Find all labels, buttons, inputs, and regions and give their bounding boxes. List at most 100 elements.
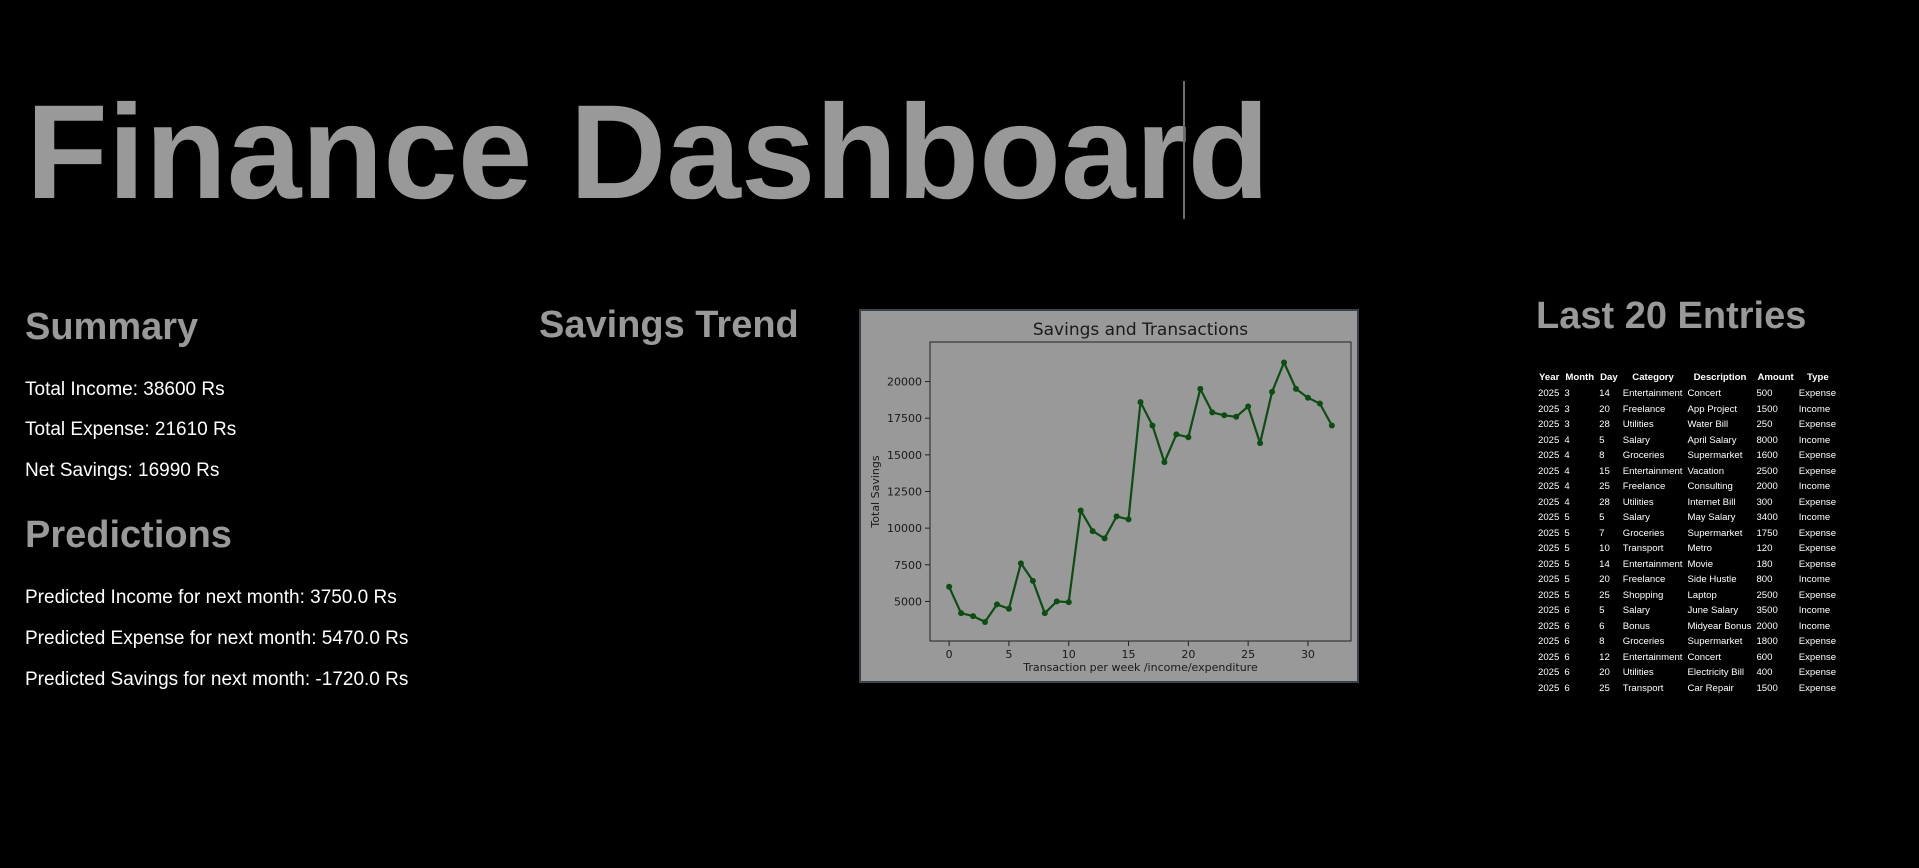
table-cell-year: 2025: [1538, 450, 1560, 462]
table-cell-category: Freelance: [1622, 403, 1666, 415]
table-cell-day: 20: [1599, 574, 1610, 586]
table-cell-day: 8: [1599, 636, 1605, 648]
total-expense-text: Total Expense: 21610 Rs: [25, 419, 237, 440]
table-cell-year: 2025: [1538, 419, 1560, 431]
table-row: 2025 3 28 Utilities Water Bill 250 Expense: [1536, 417, 1839, 433]
table-cell-amount: 1800: [1756, 636, 1778, 648]
table-cell-description: Side Hustle: [1687, 574, 1737, 586]
data-point: [1197, 385, 1204, 392]
table-cell-category: Entertainment: [1622, 558, 1683, 570]
table-cell-description: Supermarket: [1687, 527, 1743, 539]
table-cell-year: 2025: [1538, 682, 1560, 694]
x-tick-label: 5: [1005, 648, 1012, 661]
plot-area: [929, 341, 1352, 642]
x-axis-label: Transaction per week /income/expenditure: [1022, 661, 1258, 674]
x-tick-label: 25: [1241, 648, 1255, 661]
table-cell-type: Expense: [1798, 558, 1837, 570]
table-cell-amount: 3400: [1756, 512, 1778, 524]
table-row: 2025 5 10 Transport Metro 120 Expense: [1536, 541, 1839, 557]
table-cell-amount: 250: [1756, 419, 1773, 431]
x-tick-label: 30: [1301, 648, 1315, 661]
data-point: [1173, 431, 1180, 438]
table-cell-month: 6: [1564, 620, 1570, 632]
table-cell-category: Salary: [1622, 605, 1650, 617]
predicted-expense-text: Predicted Expense for next month: 5470.0…: [25, 628, 409, 649]
data-point: [1065, 599, 1072, 606]
table-cell-description: May Salary: [1687, 512, 1736, 524]
table-cell-amount: 300: [1756, 496, 1773, 508]
table-cell-amount: 3500: [1756, 605, 1778, 617]
table-row: 2025 6 8 Groceries Supermarket 1800 Expense: [1536, 634, 1839, 650]
table-cell-type: Expense: [1798, 682, 1837, 694]
table-cell-year: 2025: [1538, 667, 1560, 679]
data-point: [1209, 409, 1216, 416]
table-cell-year: 2025: [1538, 496, 1560, 508]
data-point: [1101, 535, 1108, 542]
data-point: [1017, 560, 1024, 567]
table-cell-category: Utilities: [1622, 496, 1654, 508]
table-cell-day: 14: [1599, 388, 1610, 400]
y-tick-label: 10000: [887, 522, 922, 535]
table-cell-month: 6: [1564, 651, 1570, 663]
table-cell-day: 20: [1599, 403, 1610, 415]
table-cell-type: Expense: [1798, 636, 1837, 648]
y-tick-label: 12500: [887, 486, 922, 499]
table-cell-month: 6: [1564, 682, 1570, 694]
table-cell-year: 2025: [1538, 512, 1560, 524]
table-cell-description: Supermarket: [1687, 450, 1743, 462]
entries-body: 2025 3 14 Entertainment Concert 500 Expense 202…: [1536, 386, 1839, 696]
table-row: 2025 6 25 Transport Car Repair 1500 Expense: [1536, 681, 1839, 697]
table-cell-type: Expense: [1798, 450, 1837, 462]
table-cell-description: Electricity Bill: [1687, 667, 1744, 679]
table-cell-year: 2025: [1538, 605, 1560, 617]
table-cell-type: Expense: [1798, 496, 1837, 508]
table-cell-day: 14: [1599, 558, 1610, 570]
data-point: [1221, 412, 1228, 419]
table-cell-month: 4: [1564, 450, 1570, 462]
table-cell-type: Expense: [1798, 419, 1837, 431]
total-income-text: Total Income: 38600 Rs: [25, 379, 225, 400]
data-point: [1125, 516, 1132, 523]
table-cell-type: Expense: [1798, 527, 1837, 539]
table-cell-month: 6: [1564, 636, 1570, 648]
table-cell-category: Groceries: [1622, 450, 1665, 462]
data-point: [1041, 610, 1048, 617]
table-cell-day: 8: [1599, 450, 1605, 462]
table-cell-year: 2025: [1538, 388, 1560, 400]
table-row: 2025 3 20 Freelance App Project 1500 Income: [1536, 402, 1839, 418]
table-cell-month: 5: [1564, 512, 1570, 524]
predictions-heading: Predictions: [25, 514, 232, 556]
table-cell-amount: 120: [1756, 543, 1773, 555]
x-tick-label: 20: [1181, 648, 1195, 661]
savings-chart-frame: Savings and Transactions 0 5 10 15 20 25 30 5000…: [859, 309, 1359, 683]
table-row: 2025 4 5 Salary April Salary 8000 Income: [1536, 433, 1839, 449]
table-cell-amount: 1500: [1756, 403, 1778, 415]
table-cell-amount: 2000: [1756, 620, 1778, 632]
table-cell-day: 6: [1599, 620, 1605, 632]
table-cell-day: 20: [1599, 667, 1610, 679]
table-cell-description: Concert: [1687, 651, 1722, 663]
table-cell-month: 3: [1564, 419, 1570, 431]
table-cell-type: Income: [1798, 605, 1831, 617]
table-cell-month: 4: [1564, 496, 1570, 508]
predicted-income-text: Predicted Income for next month: 3750.0 …: [25, 587, 397, 608]
table-row: 2025 4 15 Entertainment Vacation 2500 Expense: [1536, 464, 1839, 480]
x-tick-label: 15: [1122, 648, 1136, 661]
data-point: [946, 583, 953, 590]
table-row: 2025 5 25 Shopping Laptop 2500 Expense: [1536, 588, 1839, 604]
column-header-description: Description: [1693, 372, 1747, 383]
table-cell-type: Income: [1798, 434, 1831, 446]
data-point: [1185, 434, 1192, 441]
chart-title: Savings and Transactions: [1033, 320, 1248, 340]
table-cell-type: Expense: [1798, 465, 1837, 477]
table-cell-description: Car Repair: [1687, 682, 1734, 694]
table-cell-category: Entertainment: [1622, 651, 1683, 663]
data-point: [1161, 459, 1168, 466]
table-cell-amount: 1750: [1756, 527, 1778, 539]
data-point: [993, 601, 1000, 608]
data-point: [1257, 440, 1264, 447]
table-cell-category: Salary: [1622, 512, 1650, 524]
x-tick-label: 10: [1062, 648, 1076, 661]
table-cell-day: 5: [1599, 605, 1605, 617]
table-cell-year: 2025: [1538, 651, 1560, 663]
